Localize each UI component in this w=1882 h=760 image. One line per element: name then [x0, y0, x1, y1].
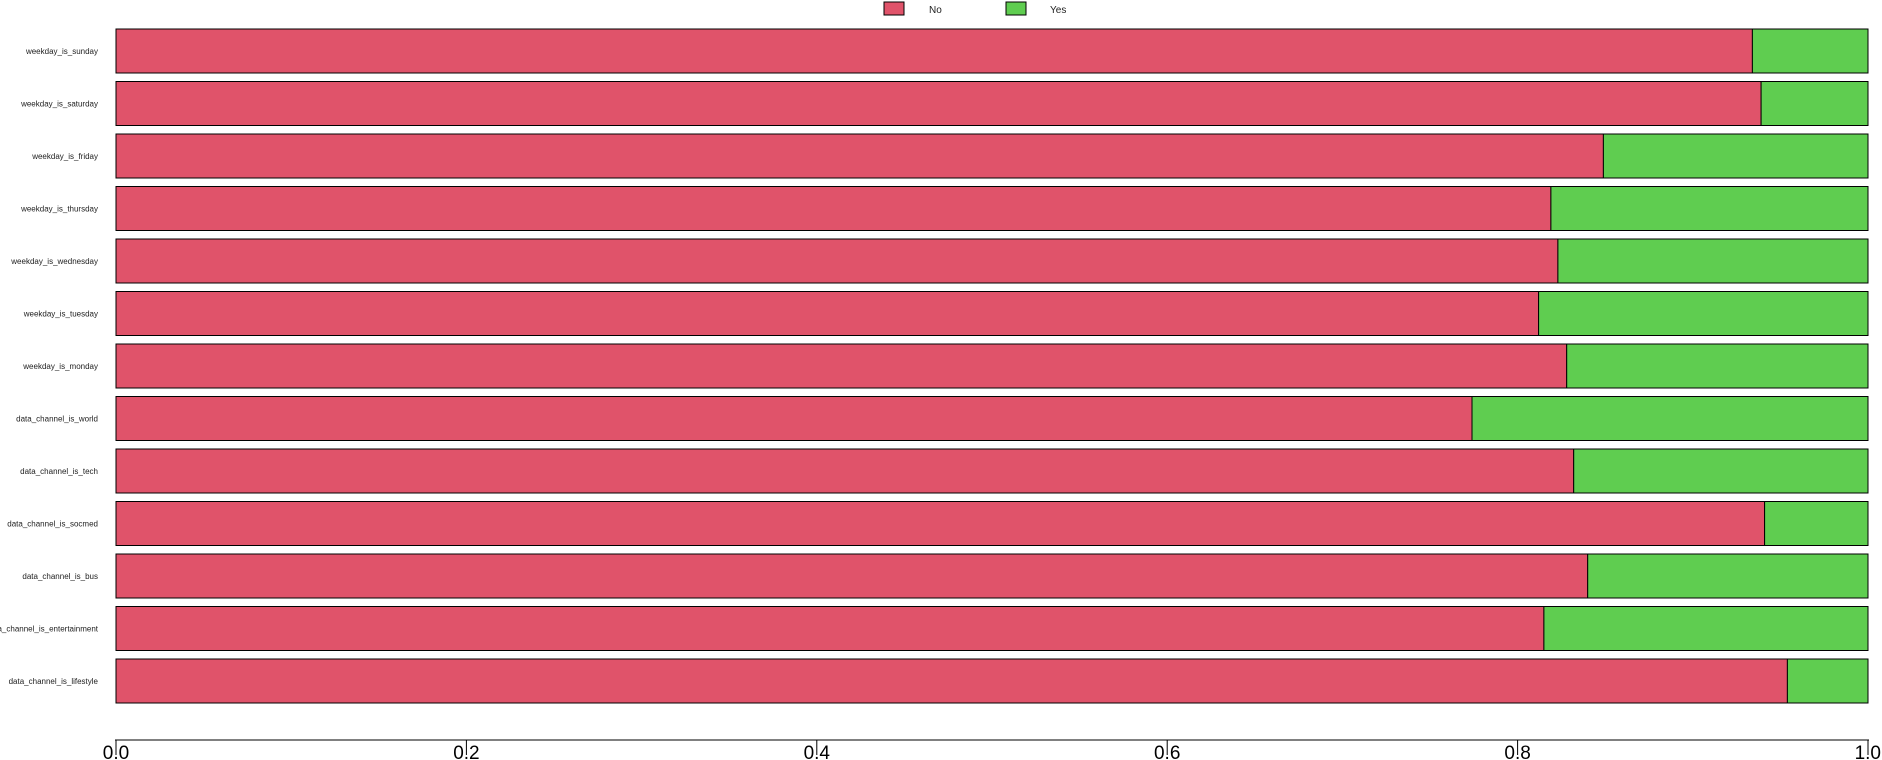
legend-swatch-no: [883, 1, 905, 16]
category-label: data_channel_is_entertainment: [0, 625, 99, 634]
x-tick-label: 1.0: [1855, 743, 1881, 760]
bar-yes-weekday-is-sunday: [1751, 28, 1869, 74]
bar-yes-data-channel-is-world: [1471, 396, 1869, 441]
category-label: data_channel_is_socmed: [7, 520, 98, 529]
bar-yes-weekday-is-monday: [1566, 343, 1869, 389]
bar-no-weekday-is-friday: [115, 133, 1604, 179]
bar-no-data-channel-is-tech: [115, 448, 1575, 494]
bar-yes-weekday-is-tuesday: [1538, 291, 1869, 336]
category-labels: weekday_is_sunday weekday_is_saturdayweek…: [0, 47, 99, 686]
category-label: weekday_is_sunday: [25, 47, 98, 56]
category-label: weekday_is_saturday: [20, 100, 98, 109]
legend-label-no: No: [929, 5, 942, 16]
bar-no-data-channel-is-lifestyle: [115, 658, 1788, 704]
bar-yes-data-channel-is-tech: [1573, 448, 1869, 494]
bar-yes-weekday-is-wednesday: [1557, 238, 1869, 284]
bar-no-weekday-is-thursday: [115, 186, 1552, 231]
bar-yes-weekday-is-thursday: [1550, 186, 1869, 231]
category-label: data_channel_is_world: [16, 415, 98, 424]
bar-no-data-channel-is-socmed: [115, 501, 1766, 546]
bar-no-weekday-is-wednesday: [115, 238, 1559, 284]
x-tick-label: 0.6: [1154, 743, 1180, 760]
bar-no-data-channel-is-world: [115, 396, 1473, 441]
category-label: weekday_is_monday: [22, 362, 98, 371]
bar-yes-weekday-is-saturday: [1760, 81, 1869, 126]
category-label: weekday_is_thursday: [20, 205, 98, 214]
x-axis: 0.0 0.2 0.4 0.6 0.8 1.0: [103, 739, 1881, 760]
bar-yes-data-channel-is-socmed: [1764, 501, 1869, 546]
legend-label-yes: Yes: [1050, 5, 1066, 16]
bar-yes-weekday-is-friday: [1602, 133, 1869, 179]
category-label: weekday_is_tuesday: [23, 310, 98, 319]
x-tick-label: 0.4: [804, 743, 831, 760]
bar-yes-data-channel-is-entertainment: [1543, 606, 1869, 651]
legend: No Yes: [883, 1, 1066, 16]
category-label: data_channel_is_tech: [20, 467, 98, 476]
bar-no-weekday-is-saturday: [115, 81, 1762, 126]
bar-no-weekday-is-monday: [115, 343, 1568, 389]
bar-yes-data-channel-is-bus: [1587, 553, 1869, 599]
x-tick-label: 0.2: [453, 743, 479, 760]
category-label: data_channel_is_lifestyle: [9, 677, 99, 686]
category-label: data_channel_is_bus: [22, 572, 98, 581]
bar-no-weekday-is-sunday: [115, 28, 1753, 74]
bar-no-data-channel-is-bus: [115, 553, 1589, 599]
x-tick-label: 0.8: [1504, 743, 1530, 760]
x-tick-label: 0.0: [103, 743, 129, 760]
category-label: weekday_is_wednesday: [10, 257, 98, 266]
bar-yes-data-channel-is-lifestyle: [1786, 658, 1869, 704]
legend-swatch-yes: [1005, 1, 1027, 16]
bar-no-data-channel-is-entertainment: [115, 606, 1545, 651]
bars-area: [115, 28, 1869, 704]
bar-no-weekday-is-tuesday: [115, 291, 1540, 336]
category-label: weekday_is_friday: [31, 152, 98, 161]
